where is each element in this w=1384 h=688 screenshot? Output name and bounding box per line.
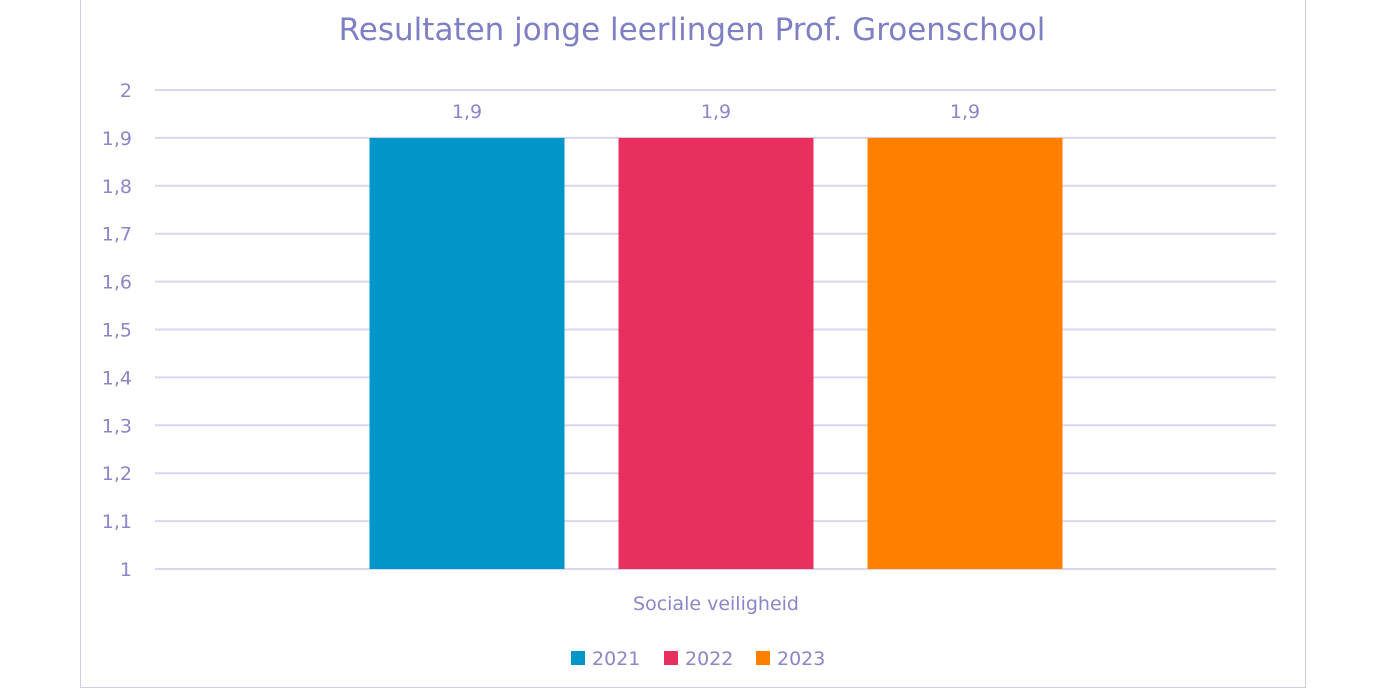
legend-swatch-2023 — [756, 651, 770, 665]
bar-2022 — [618, 137, 814, 569]
y-tick-label: 1,2 — [102, 463, 132, 485]
legend-label: 2023 — [777, 648, 825, 670]
legend-swatch-2021 — [571, 651, 585, 665]
y-tick-label: 1,4 — [102, 367, 132, 389]
y-tick-label: 1,6 — [102, 272, 132, 294]
legend-label: 2022 — [685, 648, 733, 670]
data-label: 1,9 — [452, 101, 482, 123]
chart-title: Resultaten jonge leerlingen Prof. Groens… — [338, 12, 1046, 48]
legend-swatch-2022 — [664, 651, 678, 665]
y-tick-label: 1 — [120, 559, 132, 581]
y-tick-label: 1,7 — [102, 224, 132, 246]
bar-2023 — [867, 137, 1063, 569]
y-tick-label: 1,9 — [102, 128, 132, 150]
y-tick-label: 1,8 — [102, 176, 132, 198]
bar-2021 — [369, 137, 565, 569]
y-tick-label: 1,5 — [102, 320, 132, 342]
x-category-label: Sociale veiligheid — [633, 593, 799, 615]
legend-label: 2021 — [592, 648, 640, 670]
y-tick-label: 2 — [120, 80, 132, 102]
y-tick-label: 1,3 — [102, 415, 132, 437]
data-label: 1,9 — [950, 101, 980, 123]
y-tick-label: 1,1 — [102, 511, 132, 533]
data-label: 1,9 — [701, 101, 731, 123]
